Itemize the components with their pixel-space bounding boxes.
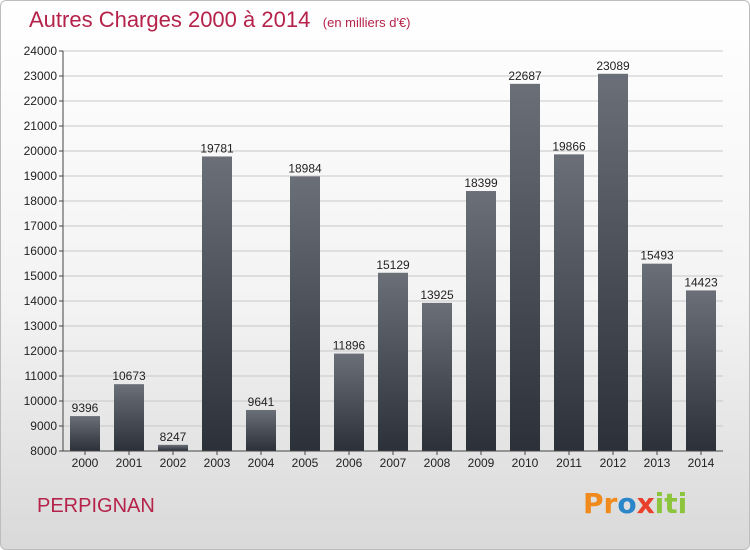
bar	[202, 156, 232, 451]
data-label: 18984	[288, 161, 322, 175]
y-tick-label: 15000	[24, 269, 58, 283]
y-tick-label: 22000	[24, 94, 58, 108]
bar	[422, 302, 452, 451]
bar	[466, 191, 496, 451]
x-tick-label: 2011	[556, 456, 582, 470]
x-tick-label: 2014	[688, 456, 715, 470]
data-label: 8247	[160, 430, 187, 444]
y-tick-label: 23000	[24, 69, 58, 83]
y-tick-label: 16000	[24, 244, 58, 258]
title-text: Autres Charges 2000 à 2014	[29, 7, 311, 32]
data-label: 18399	[464, 176, 498, 190]
bar	[554, 154, 584, 451]
y-tick-label: 17000	[24, 219, 58, 233]
data-label: 9641	[248, 395, 275, 409]
x-tick-label: 2004	[248, 456, 275, 470]
data-label: 19781	[200, 141, 234, 155]
x-tick-label: 2002	[160, 456, 187, 470]
y-tick-label: 9000	[30, 419, 57, 433]
y-tick-label: 19000	[24, 169, 58, 183]
y-tick-label: 14000	[24, 294, 58, 308]
x-tick-label: 2007	[380, 456, 407, 470]
bar	[378, 272, 408, 451]
x-tick-label: 2006	[336, 456, 363, 470]
data-label: 14423	[684, 275, 718, 289]
x-axis: 2000 2001 2002 2003 2004 2005 2006 2007 2008 2009…	[63, 450, 723, 470]
unit-text: (en milliers d'€)	[322, 15, 411, 30]
y-tick-label: 24000	[24, 44, 58, 58]
x-tick-label: 2012	[600, 456, 627, 470]
data-label: 10673	[112, 369, 146, 383]
data-label: 15493	[640, 249, 674, 263]
y-tick-label: 10000	[24, 394, 58, 408]
bar	[290, 176, 320, 451]
y-axis: 8000 9000 10000 11000 12000 13000 14000 15000 16…	[24, 44, 64, 458]
bar	[158, 444, 188, 451]
bar	[114, 384, 144, 451]
bar	[70, 416, 100, 451]
x-tick-label: 2005	[292, 456, 319, 470]
bar	[686, 290, 716, 451]
x-tick-label: 2013	[644, 456, 671, 470]
y-tick-label: 8000	[30, 444, 57, 458]
x-tick-label: 2001	[116, 456, 143, 470]
y-tick-label: 18000	[24, 194, 58, 208]
bar	[334, 353, 364, 451]
y-tick-label: 21000	[24, 119, 58, 133]
data-label: 22687	[508, 69, 542, 83]
y-tick-label: 20000	[24, 144, 58, 158]
city-name: PERPIGNAN	[37, 495, 155, 517]
bar	[642, 263, 672, 451]
bar	[510, 83, 540, 451]
bar	[246, 409, 276, 451]
x-tick-label: 2008	[424, 456, 451, 470]
y-tick-label: 13000	[24, 319, 58, 333]
y-tick-label: 12000	[24, 344, 58, 358]
data-label: 11896	[333, 339, 366, 353]
bar	[598, 73, 628, 452]
chart-title: Autres Charges 2000 à 2014 (en milliers …	[29, 7, 411, 33]
x-tick-label: 2009	[468, 456, 495, 470]
data-label: 15129	[376, 258, 410, 272]
x-tick-label: 2010	[512, 456, 539, 470]
proxiti-logo: Proxiti	[583, 487, 688, 520]
data-label: 19866	[552, 139, 586, 153]
y-tick-label: 11000	[25, 369, 58, 383]
data-label: 23089	[596, 59, 630, 73]
bars: 9396 10673 8247 19781 9641 18984 11896 15129 139…	[70, 59, 718, 452]
x-tick-label: 2000	[72, 456, 99, 470]
x-tick-label: 2003	[204, 456, 231, 470]
data-label: 9396	[72, 401, 99, 415]
data-label: 13925	[420, 288, 454, 302]
